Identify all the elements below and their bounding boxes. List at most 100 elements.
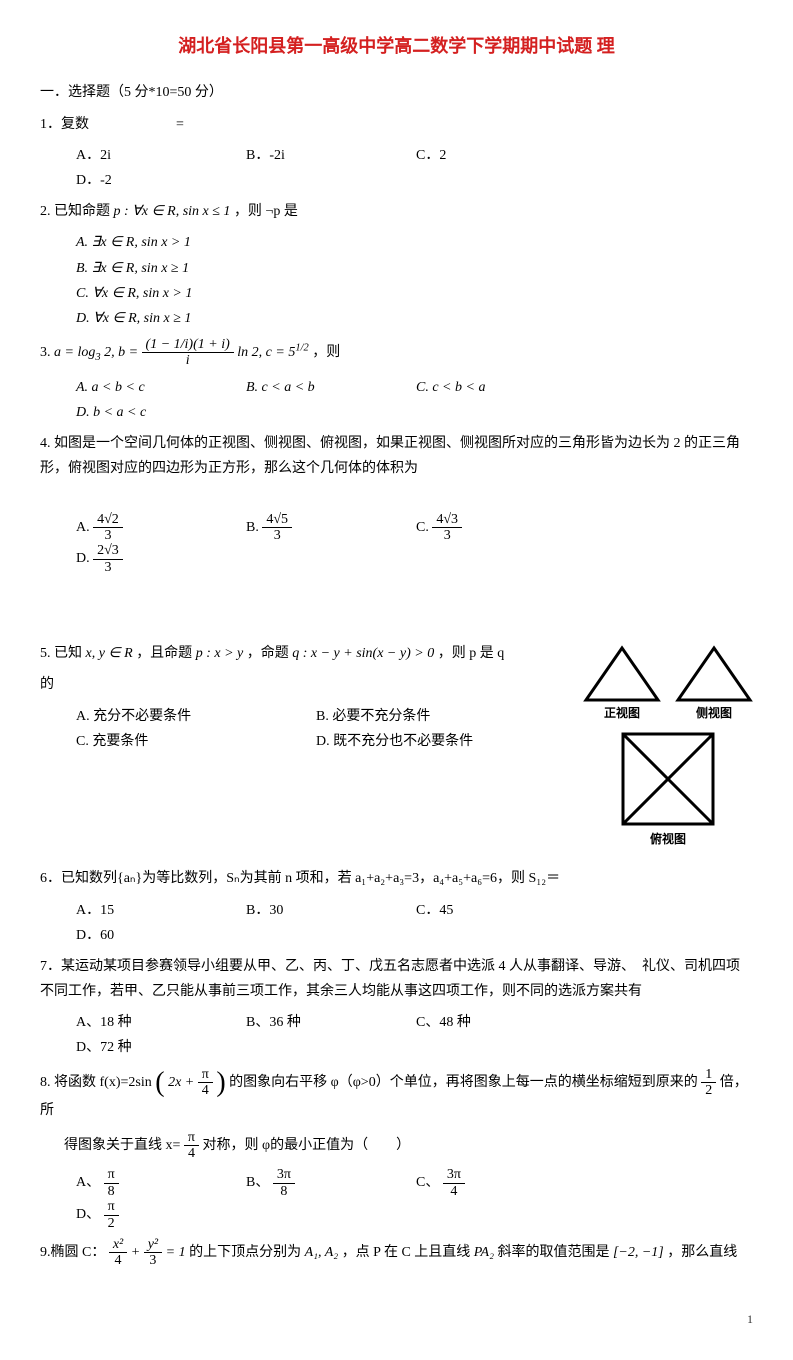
q1-opt-b: B．-2i [246,143,396,168]
q8-pre: 8. 将函数 f(x)=2sin [40,1075,152,1090]
q6-options: A．15 B．30 C．45 D．60 [40,898,753,948]
q8-c-num: 3π [443,1167,465,1183]
q8-a-pre: A、 [76,1176,100,1191]
q3-expr: a = log3 2, b = (1 − 1/i)(1 + i) i ln 2,… [54,345,312,360]
q5-options: A. 充分不必要条件 B. 必要不充分条件 C. 充要条件 D. 既不充分也不必… [40,704,556,754]
q3-frac-top: (1 − 1/i)(1 + i) [142,337,234,353]
q3-ln: ln 2, c = 5 [237,345,295,360]
question-9: 9.椭圆 C： x²4 + y²3 = 1 的上下顶点分别为 A₁, A₂ ，点… [40,1237,753,1269]
q9-ynum: y² [144,1237,162,1253]
q3-no: 3. [40,345,51,360]
page-title: 湖北省长阳县第一高级中学高二数学下学期期中试题 理 [40,30,753,62]
page-number: 1 [40,1309,753,1331]
q4-b-den: 3 [262,528,292,543]
front-view-label: 正视图 [583,703,661,725]
q8-d-den: 2 [104,1216,119,1231]
q2-options: A. ∃x ∈ R, sin x > 1 B. ∃x ∈ R, sin x ≥ … [40,230,753,331]
q8-c-den: 4 [443,1184,465,1199]
q8-x-num: π [184,1130,199,1146]
q2-stem-pre: 2. 已知命题 [40,204,114,219]
q8-l2-pre: 得图象关于直线 x= [64,1138,180,1153]
q6-opt-a: A．15 [76,898,226,923]
q2-opt-d: D. ∀x ∈ R, sin x ≥ 1 [76,306,396,331]
q4-b-num: 4√5 [262,512,292,528]
q9-plus: + [131,1245,144,1260]
q8-inner-pre: 2x + [168,1075,194,1090]
left-paren-icon: ( [155,1069,164,1097]
q5-opt-d: D. 既不充分也不必要条件 [316,729,536,754]
question-2: 2. 已知命题 p : ∀x ∈ R, sin x ≤ 1 ，则 ¬p 是 [40,199,753,224]
q8-x-den: 4 [184,1146,199,1161]
q9-mid3: 斜率的取值范围是 [497,1245,613,1260]
q4-d-den: 3 [93,560,123,575]
q3-opt-c: C. c < b < a [416,375,566,400]
q5-mid2: ，命题 [247,646,293,661]
q4-options: A. 4√23 B. 4√53 C. 4√33 D. 2√33 [40,512,753,576]
q9-pa2: PA₂ [474,1245,494,1260]
q4-d-pre: D. [76,552,90,567]
q3-opt-b: B. c < a < b [246,375,396,400]
q2-stem-mid: ，则 ¬p 是 [234,204,298,219]
q8-opt-c: C、 3π4 [416,1167,566,1199]
q2-opt-c: C. ∀x ∈ R, sin x > 1 [76,281,396,306]
q8-mid1: 的图象向右平移 φ（φ>0）个单位，再将图象上每一点的横坐标缩短到原来的 [229,1075,698,1090]
q7-opt-b: B、36 种 [246,1010,396,1035]
front-view-triangle [583,645,661,703]
q8-b-pre: B、 [246,1176,269,1191]
q8-a-den: 8 [104,1184,119,1199]
q3-a-arg: 2, b = [101,345,138,360]
q6-opt-b: B．30 [246,898,396,923]
question-7: 7．某运动某项目参赛领导小组要从甲、乙、丙、丁、戊五名志愿者中选派 4 人从事翻… [40,954,753,1004]
q9-mid1: 的上下顶点分别为 [189,1245,305,1260]
q5-q: q : x − y + sin(x − y) > 0 [292,646,434,661]
q5-opt-a: A. 充分不必要条件 [76,704,296,729]
q8-inner-den: 4 [198,1083,213,1098]
q3-opt-d: D. b < a < c [76,400,226,425]
q9-mid4: ，那么直线 [667,1245,737,1260]
q4-opt-b: B. 4√53 [246,512,396,544]
q8-l2-post: 对称，则 φ的最小正值为（ ） [202,1138,410,1153]
q8-d-pre: D、 [76,1207,100,1222]
q2-opt-b: B. ∃x ∈ R, sin x ≥ 1 [76,256,396,281]
q9-xden: 4 [109,1253,127,1268]
side-view-triangle [675,645,753,703]
q1-options: A．2i B．-2i C．2 D．-2 [40,143,753,193]
q5-xy: x, y ∈ R [86,646,133,661]
q4-c-num: 4√3 [432,512,462,528]
q4-a-num: 4√2 [93,512,123,528]
question-1: 1．复数 = [40,112,753,137]
q2-p: p : ∀x ∈ R, sin x ≤ 1 [114,204,231,219]
q9-xnum: x² [109,1237,127,1253]
q9-yden: 3 [144,1253,162,1268]
q3-options: A. a < b < c B. c < a < b C. c < b < a D… [40,375,753,425]
q8-c-pre: C、 [416,1176,439,1191]
q8-d-num: π [104,1199,119,1215]
q4-opt-d: D. 2√33 [76,543,226,575]
question-3: 3. a = log3 2, b = (1 − 1/i)(1 + i) i ln… [40,337,753,369]
q3-c-exp: 1/2 [295,343,308,354]
right-paren-icon: ) [216,1069,225,1097]
q5-pre: 5. 已知 [40,646,86,661]
q3-frac-bot: i [142,353,234,368]
q8-opt-d: D、 π2 [76,1199,226,1231]
q5-p: p : x > y [196,646,244,661]
q1-opt-a: A．2i [76,143,226,168]
q1-opt-c: C．2 [416,143,566,168]
q7-opt-a: A、18 种 [76,1010,226,1035]
q1-eq: = [176,117,184,132]
q8-half-num: 1 [701,1067,716,1083]
q6-opt-c: C．45 [416,898,566,923]
q4-a-pre: A. [76,520,90,535]
question-8: 8. 将函数 f(x)=2sin ( 2x + π4 ) 的图象向右平移 φ（φ… [40,1067,753,1124]
top-view-label: 俯视图 [583,829,753,851]
q8-line2: 得图象关于直线 x= π4 对称，则 φ的最小正值为（ ） [40,1130,753,1162]
q3-a: a = log [54,345,95,360]
q9-pre: 9.椭圆 C： [40,1245,105,1260]
q6-opt-d: D．60 [76,923,226,948]
q1-opt-d: D．-2 [76,168,226,193]
top-view-square [618,729,718,829]
q9-a1a2: A₁, A₂ [305,1245,339,1260]
q8-opt-a: A、 π8 [76,1167,226,1199]
q7-opt-c: C、48 种 [416,1010,566,1035]
q8-inner-num: π [198,1067,213,1083]
